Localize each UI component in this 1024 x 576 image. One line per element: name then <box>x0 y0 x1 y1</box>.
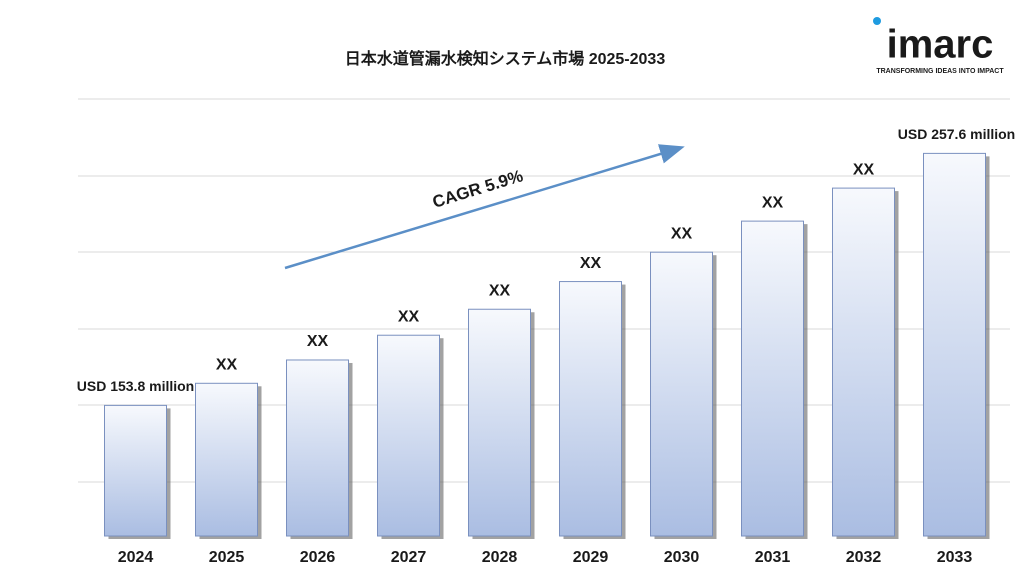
data-label: XX <box>671 225 693 242</box>
x-tick-label: 2024 <box>118 549 154 566</box>
data-label: XX <box>580 255 602 272</box>
data-label: XX <box>216 357 238 374</box>
data-label: USD 257.6 million <box>898 126 1015 142</box>
bar <box>377 334 440 537</box>
x-tick-label: 2025 <box>209 549 245 566</box>
data-label: XX <box>307 333 329 350</box>
data-label: USD 153.8 million <box>77 378 194 394</box>
x-tick-label: 2030 <box>664 549 700 566</box>
data-label: XX <box>489 282 511 299</box>
logo-dot <box>873 17 881 25</box>
bar <box>468 308 531 537</box>
data-label: XX <box>853 161 875 178</box>
logo: imarc <box>887 23 994 67</box>
x-tick-label: 2028 <box>482 549 518 566</box>
bar <box>559 281 622 537</box>
bar <box>195 382 258 537</box>
x-tick-label: 2026 <box>300 549 336 566</box>
x-tick-label: 2027 <box>391 549 427 566</box>
bar <box>832 187 895 537</box>
data-label: XX <box>762 194 784 211</box>
bar <box>650 251 713 537</box>
x-tick-label: 2033 <box>937 549 973 566</box>
bar <box>923 152 986 537</box>
x-tick-label: 2031 <box>755 549 791 566</box>
x-tick-label: 2029 <box>573 549 609 566</box>
cagr-annotation: CAGR 5.9% <box>430 166 525 212</box>
x-tick-label: 2032 <box>846 549 882 566</box>
bar <box>741 220 804 537</box>
chart-title: 日本水道管漏水検知システム市場 2025-2033 <box>345 49 666 68</box>
data-label: XX <box>398 308 420 325</box>
bar <box>286 359 349 537</box>
cagr-arrow <box>284 144 685 270</box>
bar <box>104 404 167 537</box>
logo-tagline: TRANSFORMING IDEAS INTO IMPACT <box>876 68 1004 75</box>
